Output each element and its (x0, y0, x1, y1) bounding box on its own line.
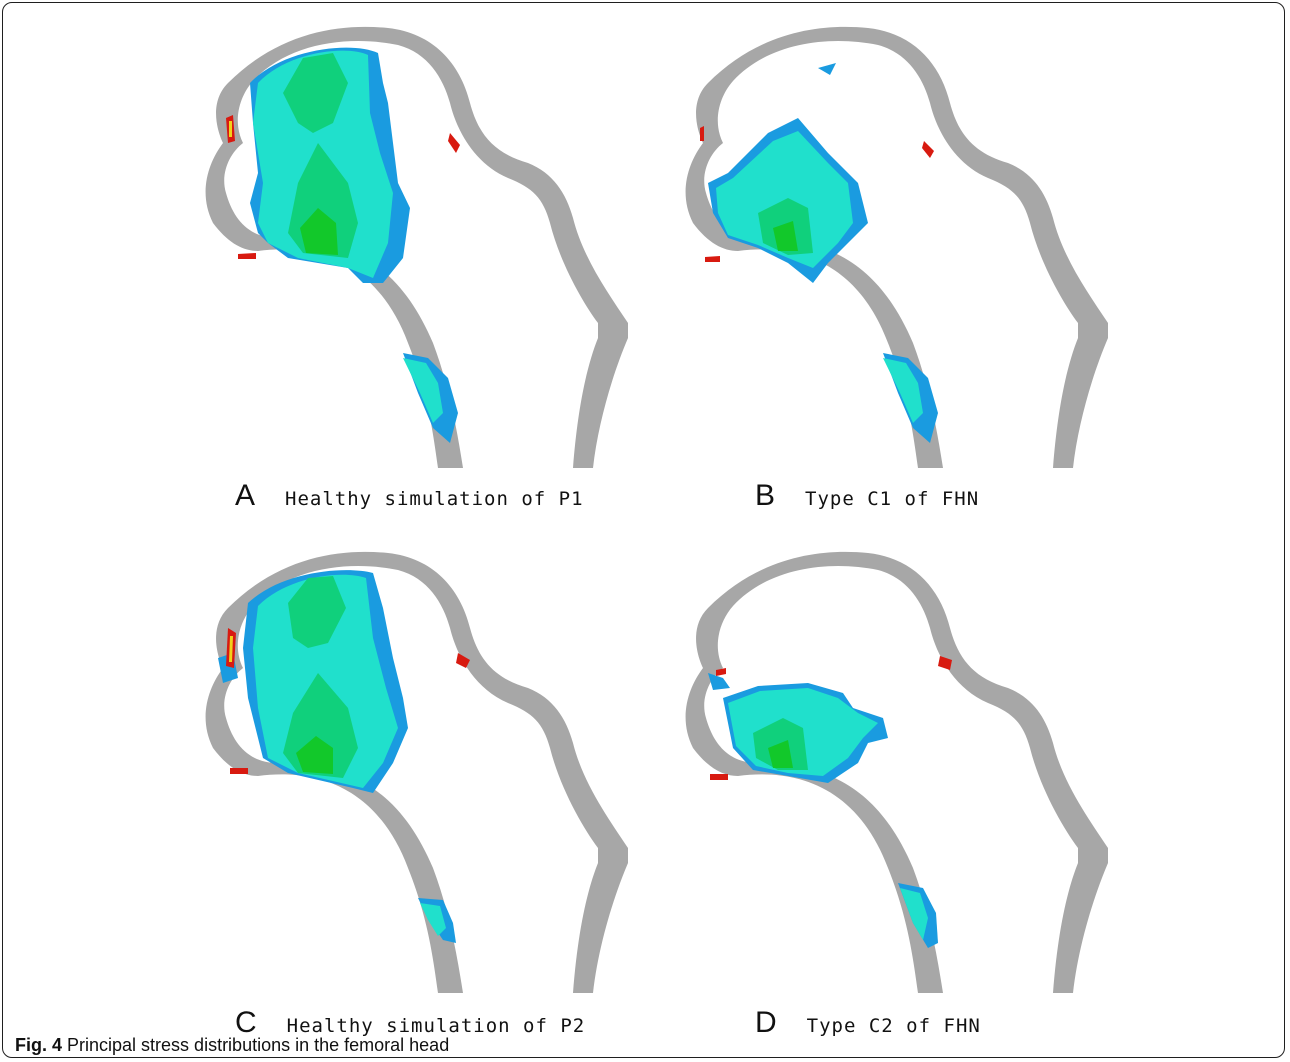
figure-caption-text: Principal stress distributions in the fe… (67, 1035, 450, 1055)
stress-high-region (283, 53, 358, 258)
stress-fragment (818, 63, 836, 75)
stress-mid-region (716, 131, 853, 268)
panel-a-image (188, 23, 648, 473)
panel-d-text: Type C2 of FHN (806, 1015, 981, 1037)
figure-caption: Fig. 4 Principal stress distributions in … (15, 1035, 449, 1056)
stress-peak-region (768, 740, 793, 768)
stress-peak-region (296, 736, 333, 774)
cortex-outline (685, 551, 1108, 993)
panel-d-label: D Type C2 of FHN (755, 1006, 981, 1046)
hotspot-bottom (238, 253, 256, 259)
hotspot-left (716, 668, 726, 676)
stress-lower-inner (883, 358, 923, 423)
hotspot-bottom (230, 768, 248, 774)
stress-high-region (283, 576, 358, 778)
hotspot-right (922, 141, 934, 158)
hotspot-bottom (705, 256, 720, 262)
stress-peak-region (773, 221, 798, 251)
panel-b-image (668, 23, 1128, 473)
hotspot-bottom (710, 774, 728, 780)
panel-c-letter: C (235, 1006, 257, 1039)
hotspot-right (456, 653, 470, 668)
stress-lower-inner (420, 903, 446, 936)
panel-d-image (668, 548, 1128, 998)
stress-lower-inner (900, 888, 928, 940)
figure-number: Fig. 4 (15, 1035, 63, 1055)
panel-c-image (188, 548, 648, 998)
panel-c-label: C Healthy simulation of P2 (235, 1006, 585, 1046)
panel-b-letter: B (755, 479, 776, 512)
hotspot-left (700, 126, 704, 141)
panel-b-text: Type C1 of FHN (805, 488, 980, 510)
panel-a-letter: A (235, 479, 256, 512)
panel-b-label: B Type C1 of FHN (755, 479, 979, 519)
panel-d-letter: D (755, 1006, 777, 1039)
panel-a-label: A Healthy simulation of P1 (235, 479, 584, 519)
panel-c-text: Healthy simulation of P2 (286, 1015, 586, 1037)
stress-peak-region (300, 208, 338, 255)
cortex-outline (685, 26, 1108, 469)
hotspot-right (448, 133, 460, 153)
stress-lower-inner (403, 358, 443, 423)
panel-a-text: Healthy simulation of P1 (285, 488, 584, 510)
hotspot-right (938, 656, 952, 670)
